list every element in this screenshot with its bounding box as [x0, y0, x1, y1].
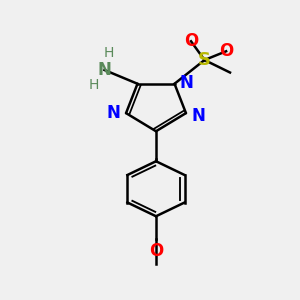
Text: O: O — [184, 32, 198, 50]
Text: H: H — [104, 46, 114, 59]
Text: N: N — [98, 61, 111, 79]
Text: S: S — [198, 51, 211, 69]
Text: O: O — [149, 242, 163, 260]
Text: H: H — [89, 77, 99, 92]
Text: N: N — [107, 104, 121, 122]
Text: N: N — [191, 106, 205, 124]
Text: O: O — [219, 42, 233, 60]
Text: N: N — [180, 74, 194, 92]
